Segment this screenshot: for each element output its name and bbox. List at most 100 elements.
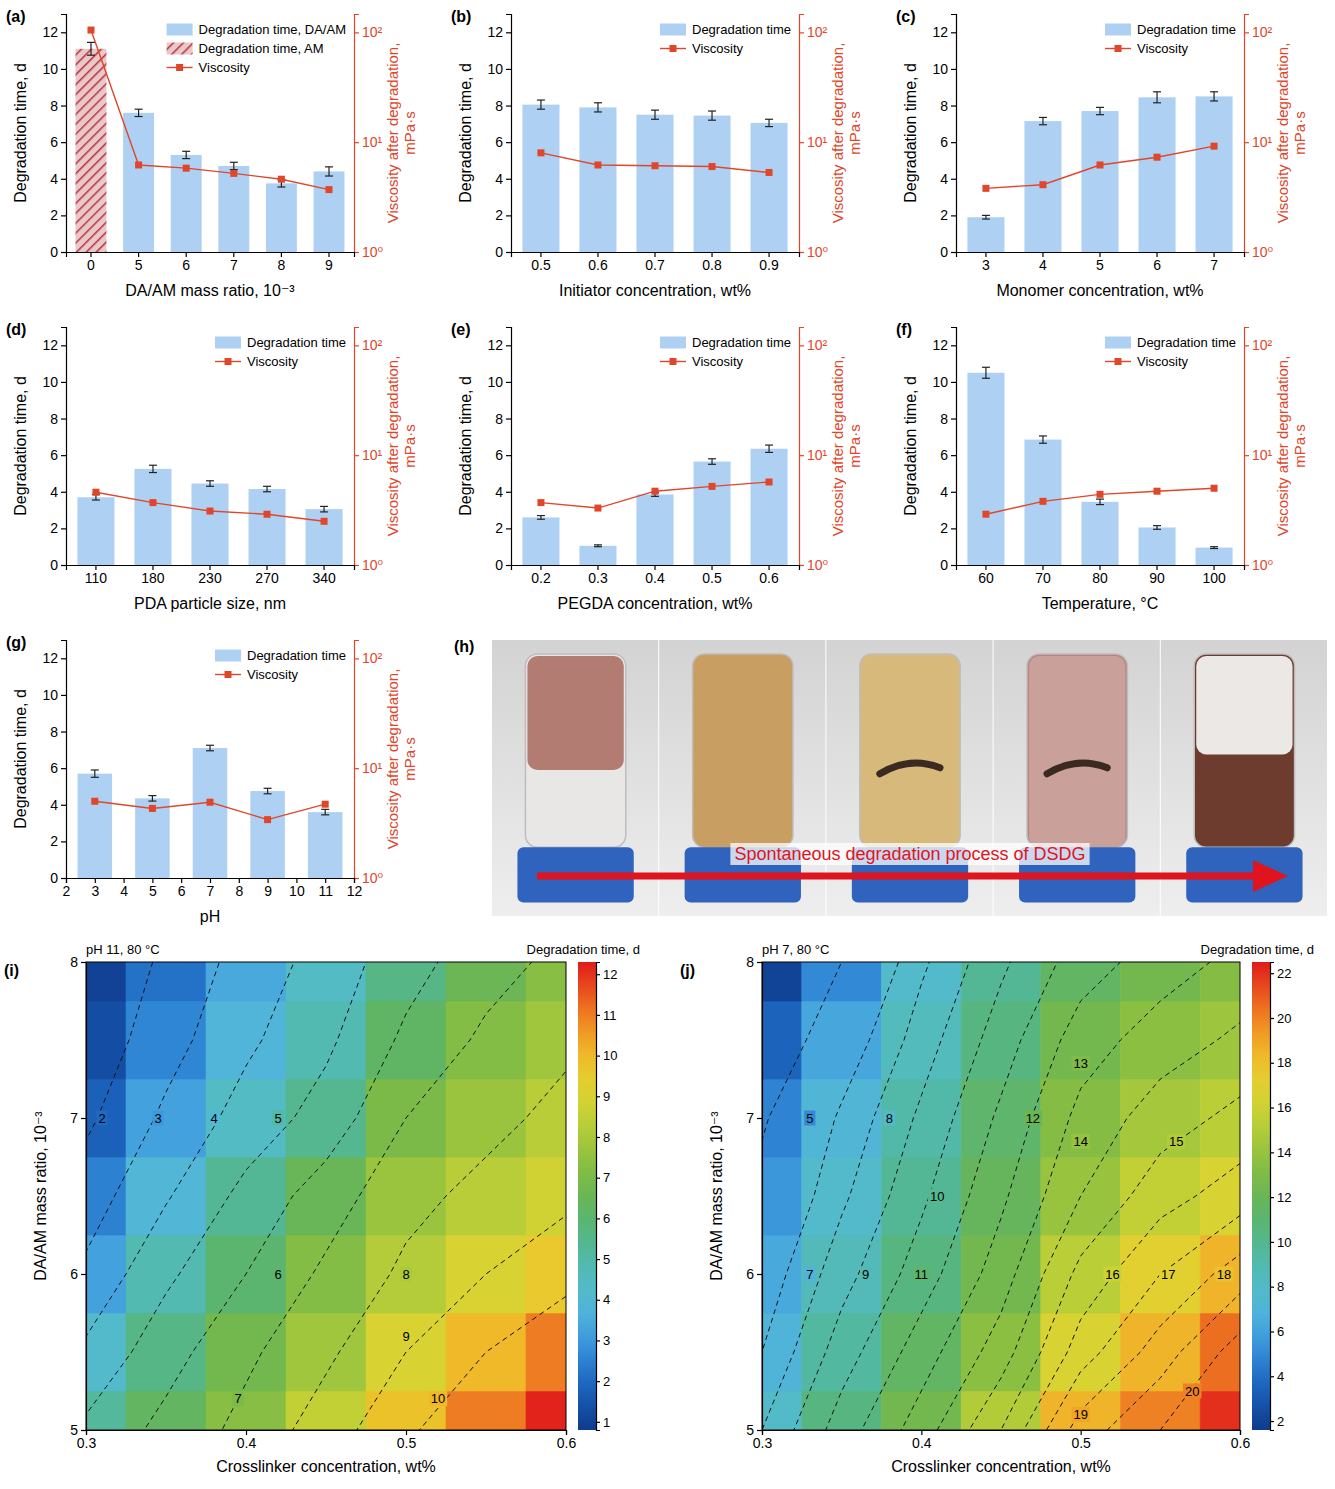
contour-line (1001, 1097, 1240, 1430)
marker (149, 805, 156, 812)
x-tick-label: 5 (1096, 257, 1104, 273)
contour-label-patch (1159, 1267, 1177, 1282)
legend-swatch (660, 337, 686, 349)
colorbar-tick: 2 (1270, 1414, 1284, 1429)
legend-label: Degradation time, DA/AM (199, 22, 346, 37)
y-tick-label: 2 (50, 207, 58, 223)
legend: Degradation timeViscosity (1105, 335, 1236, 369)
colorbar-tick: 4 (596, 1292, 610, 1307)
y2-axis: 10⁰10¹10² (354, 641, 384, 886)
colorbar-tick-label: 14 (1277, 1145, 1291, 1160)
x-tick-label: 90 (1149, 570, 1165, 586)
contour-label: 11 (915, 1267, 929, 1282)
y-tick: 6 (940, 134, 956, 150)
y-axis-title: Degradation time, d (902, 63, 919, 203)
error-bar-cap (594, 111, 602, 112)
contour-line (826, 962, 1240, 1430)
y-tick-label: 2 (50, 520, 58, 536)
error-bar-cap (1153, 91, 1161, 92)
error-bar (206, 481, 214, 486)
x-tick: 6 (178, 878, 186, 899)
x-tick: 0.4 (912, 1430, 932, 1451)
jar-sediment (880, 763, 940, 774)
contour-label: 10 (930, 1189, 944, 1204)
y-tick: 12 (487, 24, 511, 40)
y2-tick: 10⁰ (1244, 557, 1274, 573)
contour-label: 7 (806, 1267, 813, 1282)
y-tick-mark (951, 32, 956, 33)
colorbar-tick: 6 (1270, 1324, 1284, 1339)
colorbar-tick: 12 (1270, 1190, 1291, 1205)
y-axis-title: Degradation time, d (457, 376, 474, 516)
y-tick-mark (61, 215, 66, 216)
y2-tick-label: 10⁰ (362, 870, 384, 886)
y-axis-title: Degradation time, d (12, 689, 29, 829)
x-tick: 3 (982, 252, 990, 273)
y-tick-mark (81, 1118, 86, 1119)
y2-tick: 10¹ (354, 760, 383, 776)
legend-swatch (215, 337, 241, 349)
heat-cell (206, 1001, 286, 1079)
y2-tick-label: 10⁰ (362, 557, 384, 573)
x-tick-label: 2 (63, 883, 71, 899)
y-tick-label: 4 (940, 171, 948, 187)
photo-panel: Spontaneous degradation process of DSDG (492, 640, 1327, 916)
heat-cell (762, 962, 802, 1001)
heat-cell (762, 1157, 802, 1235)
error-bar-cap (263, 491, 271, 492)
y-tick: 2 (495, 520, 511, 536)
error-bar-stem (325, 809, 326, 814)
error-bar-cap (135, 109, 143, 110)
x-tick-label: 0.6 (588, 257, 608, 273)
x-axis-title: DA/AM mass ratio, 10⁻³ (125, 282, 295, 299)
y-tick-mark (951, 492, 956, 493)
error-bar (320, 506, 328, 511)
y-tick-mark (61, 878, 66, 879)
marker (207, 508, 214, 515)
colorbar-tick-mark (1270, 1242, 1274, 1243)
error-bar (264, 788, 272, 793)
colorbar-tick-label: 2 (603, 1374, 610, 1389)
heat-cell (206, 1391, 286, 1430)
error-bar-cap (765, 126, 773, 127)
contour-label: 8 (402, 1267, 409, 1282)
x-axis: 0.20.30.40.50.6 (512, 565, 800, 586)
heat-cell (366, 1391, 446, 1430)
x-tick-label: 0.6 (1231, 1435, 1251, 1451)
colorbar-tick: 4 (1270, 1369, 1284, 1384)
legend-label: Viscosity (1137, 41, 1189, 56)
error-bar-cap (264, 788, 272, 789)
y2-tick-label: 10⁰ (807, 557, 829, 573)
heat-cell (446, 1079, 526, 1157)
error-bar-cap (982, 378, 990, 379)
y-axis: 5678 (70, 954, 86, 1438)
x-tick-label: 0.5 (1071, 1435, 1091, 1451)
heat-cell (286, 1235, 366, 1313)
legend-item: Degradation time (660, 22, 791, 37)
error-bar-cap (263, 486, 271, 487)
y-tick: 6 (495, 134, 511, 150)
y2-tick: 10² (799, 24, 828, 40)
panel-label: (a) (6, 8, 26, 25)
colorbar-tick-label: 5 (603, 1252, 610, 1267)
colorbar-tick-mark (596, 1300, 600, 1301)
colorbar-axis-line (597, 963, 601, 1431)
marker (1154, 154, 1161, 161)
y2-tick-mark (799, 142, 804, 143)
y-tick-label: 12 (42, 337, 58, 353)
heat-cell (1041, 1079, 1121, 1157)
legend-item: Viscosity (660, 41, 744, 56)
contour-line (1047, 1216, 1240, 1431)
error-bar (1039, 117, 1047, 124)
colorbar-tick-mark (596, 1259, 600, 1260)
y-tick: 4 (940, 171, 956, 187)
error-bar-cap (148, 801, 156, 802)
jar-content (1196, 656, 1292, 754)
y-tick-mark (951, 142, 956, 143)
heat-cell (802, 1079, 882, 1157)
y-tick-mark (81, 1430, 86, 1431)
heat-cell (126, 962, 206, 1001)
heat-cell (286, 1391, 366, 1430)
heat-cell (1041, 1235, 1121, 1313)
heat-cell (1041, 1391, 1121, 1430)
